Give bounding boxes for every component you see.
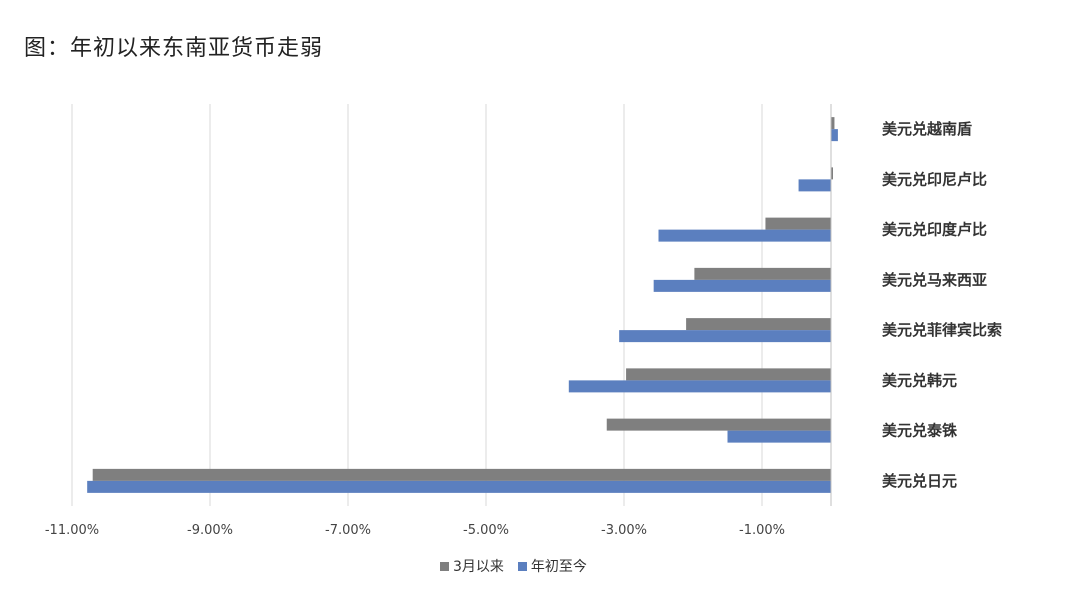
x-tick-label: -7.00% <box>325 523 371 538</box>
x-tick-label: -5.00% <box>463 523 509 538</box>
bar-ytd <box>727 430 831 443</box>
bar-ytd <box>653 279 831 292</box>
bar-ytd <box>568 380 831 393</box>
category-label: 美元兑马来西亚 <box>882 271 987 289</box>
legend-label-series-2: 年初至今 <box>530 559 587 575</box>
legend-swatch-series-1 <box>440 561 449 571</box>
legend: 3月以来 年初至今 <box>440 556 587 576</box>
bar-ytd <box>619 330 831 343</box>
bar-since-march <box>626 368 831 381</box>
bar-ytd <box>831 129 838 142</box>
category-label: 美元兑印度卢比 <box>882 221 987 239</box>
category-label: 美元兑越南盾 <box>882 120 972 138</box>
legend-swatch-series-2 <box>517 561 527 571</box>
x-tick-label: -9.00% <box>187 523 233 538</box>
category-label: 美元兑韩元 <box>882 371 957 389</box>
grid-lines <box>71 104 763 506</box>
x-tick-label: -1.00% <box>739 523 785 538</box>
category-label: 美元兑印尼卢比 <box>882 170 987 188</box>
legend-label-series-1: 3月以来 <box>453 559 504 575</box>
bar-since-march <box>765 217 831 230</box>
x-tick-label: -3.00% <box>601 523 647 538</box>
bar-since-march <box>686 318 831 331</box>
bar-since-march <box>831 167 833 180</box>
x-tick-labels: -11.00% -9.00% -7.00% -5.00% -3.00% -1.00% <box>45 523 785 538</box>
legend-item-series-2: 年初至今 <box>517 556 587 576</box>
chart-title: 图：年初以来东南亚货币走弱 <box>24 36 324 61</box>
bar-ytd <box>87 480 832 493</box>
category-label: 美元兑日元 <box>882 472 957 490</box>
bars <box>87 117 838 493</box>
bar-ytd <box>798 179 831 192</box>
legend-item-series-1: 3月以来 <box>440 556 504 576</box>
bar-since-march <box>92 468 831 481</box>
bar-ytd <box>658 229 831 242</box>
category-label: 美元兑菲律宾比索 <box>882 321 1002 339</box>
bar-since-march <box>694 267 831 280</box>
category-label: 美元兑泰铢 <box>882 422 958 440</box>
x-tick-label: -11.00% <box>45 523 99 538</box>
bar-since-march <box>831 117 835 130</box>
bar-since-march <box>606 418 831 431</box>
category-labels: 美元兑越南盾美元兑印尼卢比美元兑印度卢比美元兑马来西亚美元兑菲律宾比索美元兑韩元… <box>882 120 1002 490</box>
